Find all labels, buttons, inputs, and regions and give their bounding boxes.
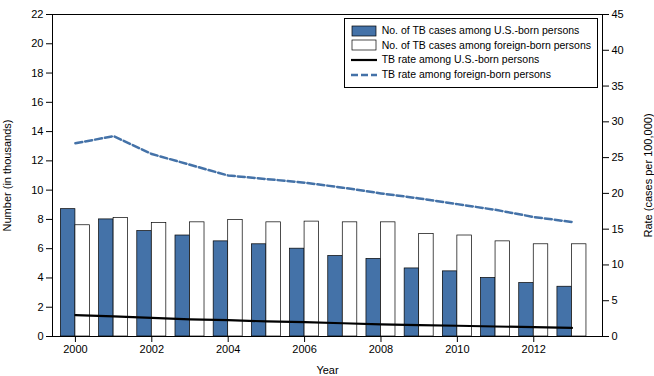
html-text:TB rate among U.S.-born person: TB rate among U.S.-born persons <box>381 53 540 66</box>
svg-text:10: 10 <box>612 258 624 270</box>
svg-text:25: 25 <box>612 151 624 163</box>
svg-text:16: 16 <box>31 96 43 108</box>
svg-text:22: 22 <box>31 8 43 20</box>
svg-text:45: 45 <box>612 8 624 20</box>
svg-text:Number (in thousands): Number (in thousands) <box>1 120 13 232</box>
svg-text:20: 20 <box>31 37 43 49</box>
svg-text:2010: 2010 <box>445 343 469 355</box>
svg-text:4: 4 <box>37 271 43 283</box>
svg-text:2006: 2006 <box>292 343 316 355</box>
svg-text:2012: 2012 <box>522 343 546 355</box>
svg-text:Year: Year <box>316 364 339 376</box>
svg-text:8: 8 <box>37 213 43 225</box>
svg-text:12: 12 <box>31 154 43 166</box>
html-text:No. of TB cases among foreign-: No. of TB cases among foreign-born perso… <box>381 38 591 51</box>
svg-text:35: 35 <box>612 80 624 92</box>
svg-text:18: 18 <box>31 67 43 79</box>
svg-text:30: 30 <box>612 115 624 127</box>
svg-text:6: 6 <box>37 242 43 254</box>
svg-text:2002: 2002 <box>140 343 164 355</box>
svg-text:0: 0 <box>37 330 43 342</box>
svg-text:40: 40 <box>612 44 624 56</box>
svg-text:20: 20 <box>612 187 624 199</box>
svg-text:2000: 2000 <box>63 343 87 355</box>
svg-text:2: 2 <box>37 301 43 313</box>
svg-text:15: 15 <box>612 223 624 235</box>
svg-text:2004: 2004 <box>216 343 240 355</box>
html-text:TB rate among foreign-born per: TB rate among foreign-born persons <box>381 67 551 80</box>
svg-text:14: 14 <box>31 125 43 137</box>
svg-text:Rate (cases per 100,000): Rate (cases per 100,000) <box>642 113 654 237</box>
html-text:No. of TB cases among U.S.-bor: No. of TB cases among U.S.-born persons <box>381 24 580 36</box>
svg-text:0: 0 <box>612 330 618 342</box>
svg-text:5: 5 <box>612 294 618 306</box>
svg-text:10: 10 <box>31 184 43 196</box>
svg-text:2008: 2008 <box>369 343 393 355</box>
